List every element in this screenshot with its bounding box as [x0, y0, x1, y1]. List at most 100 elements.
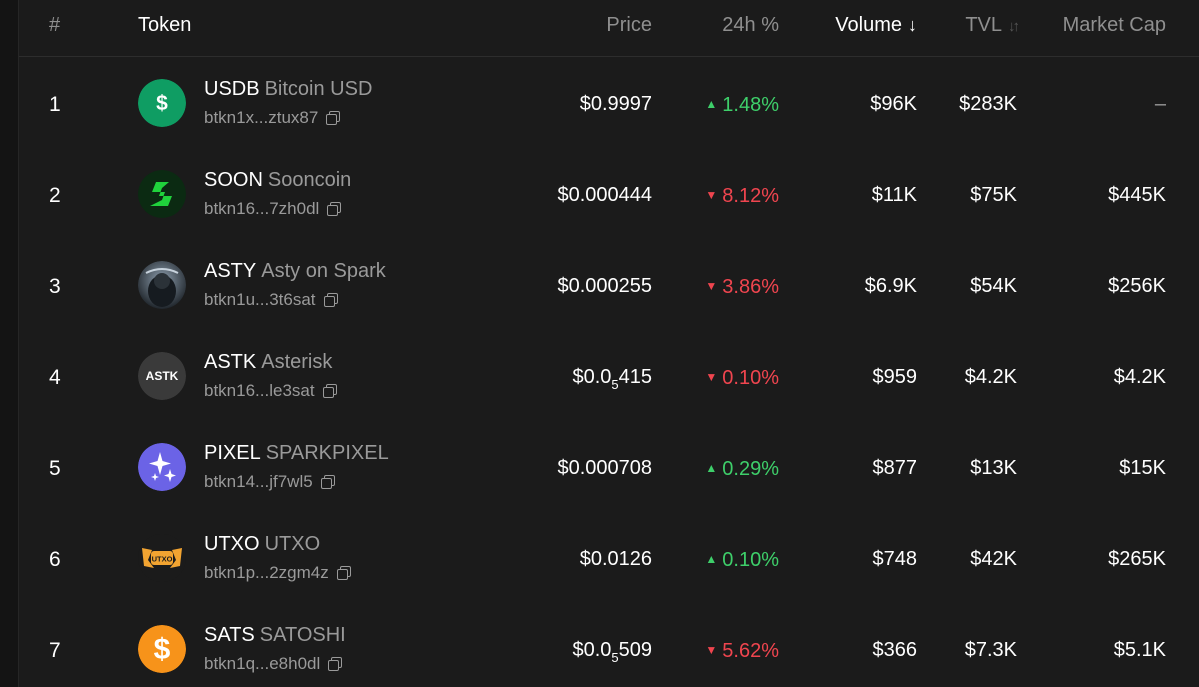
copy-icon[interactable] [322, 384, 337, 398]
token-address-text: btkn1q...e8h0dl [204, 654, 321, 673]
table-row[interactable]: 5 PIXEL SPARKPIXEL btkn14...jf7wl5 $0.000708… [19, 421, 1199, 512]
token-tvl: $283K [959, 93, 1017, 115]
row-rank: 4 [49, 366, 61, 389]
header-tvl[interactable]: TVL ↓↑ [965, 13, 1020, 39]
price-change: ▼ 5.62% [705, 638, 779, 663]
price-main: $0.9997 [579, 93, 652, 115]
table-row[interactable]: 2 SOON Sooncoin btkn16...7zh0dl $0.000444 ▼ 8.… [19, 148, 1199, 239]
price-tail: 509 [618, 639, 652, 661]
price-zero-count: 5 [611, 650, 619, 665]
token-name[interactable]: SOON Sooncoin [204, 168, 351, 192]
token-address: btkn16...le3sat [204, 381, 337, 401]
token-full-name: Asty on Spark [261, 260, 386, 282]
copy-icon[interactable] [336, 566, 351, 580]
row-rank: 3 [49, 275, 61, 298]
triangle-up-icon: ▲ [705, 97, 718, 111]
price-change-value: 0.29% [722, 458, 779, 480]
token-market-cap: $256K [1108, 275, 1166, 297]
token-name[interactable]: PIXEL SPARKPIXEL [204, 441, 389, 465]
price-change-value: 8.12% [722, 185, 779, 207]
token-volume: $959 [872, 366, 918, 388]
copy-icon[interactable] [326, 111, 341, 125]
copy-icon[interactable] [328, 657, 343, 671]
row-rank: 2 [49, 184, 61, 207]
token-price: $0.05509 [572, 638, 652, 665]
token-address: btkn1x...ztux87 [204, 108, 341, 128]
token-symbol: USDB [204, 78, 260, 100]
token-market-cap: $5.1K [1113, 639, 1166, 661]
token-price: $0.000255 [557, 274, 652, 298]
token-volume: $877 [872, 457, 918, 479]
price-main: $0.000444 [557, 184, 652, 206]
header-rank: # [49, 14, 61, 36]
svg-text:$: $ [154, 633, 171, 666]
svg-text:$: $ [156, 92, 168, 115]
token-volume: $96K [870, 93, 917, 115]
token-name[interactable]: SATS SATOSHI [204, 623, 346, 647]
token-address: btkn14...jf7wl5 [204, 472, 335, 492]
token-address-text: btkn16...le3sat [204, 381, 315, 400]
token-name[interactable]: ASTK Asterisk [204, 350, 332, 374]
price-change-value: 5.62% [722, 640, 779, 662]
token-name[interactable]: ASTY Asty on Spark [204, 259, 386, 283]
dollar-green-icon: $ [138, 79, 186, 127]
token-tvl: $4.2K [964, 366, 1017, 388]
triangle-up-icon: ▲ [705, 552, 718, 566]
price-change: ▼ 3.86% [705, 274, 779, 299]
table-row[interactable]: 7 $ SATS SATOSHI btkn1q...e8h0dl $0.05509 ▼ 5.6… [19, 603, 1199, 687]
price-change: ▼ 8.12% [705, 183, 779, 208]
token-full-name: Bitcoin USD [264, 78, 373, 100]
token-address-text: btkn1p...2zgm4z [204, 563, 329, 582]
astk-text-icon: ASTK [138, 352, 186, 400]
price-change-value: 0.10% [722, 549, 779, 571]
token-symbol: SOON [204, 169, 263, 191]
header-tvl-label: TVL [965, 14, 1002, 36]
token-tvl: $54K [970, 275, 1017, 297]
header-token[interactable]: Token [138, 14, 192, 36]
price-change-value: 3.86% [722, 276, 779, 298]
header-change[interactable]: 24h % [722, 14, 779, 36]
token-name[interactable]: USDB Bitcoin USD [204, 77, 372, 101]
row-rank: 5 [49, 457, 61, 480]
table-row[interactable]: 4 ASTK ASTK Asterisk btkn16...le3sat $0.05415… [19, 330, 1199, 421]
price-main: $0.000708 [557, 457, 652, 479]
triangle-down-icon: ▼ [705, 643, 718, 657]
token-market-cap: – [1154, 93, 1166, 115]
svg-text:UTXO: UTXO [152, 555, 173, 564]
token-address-text: btkn1x...ztux87 [204, 108, 319, 127]
price-change: ▲ 1.48% [705, 92, 779, 117]
token-tvl: $42K [970, 548, 1017, 570]
token-market-cap: $445K [1108, 184, 1166, 206]
price-change-value: 1.48% [722, 94, 779, 116]
table-row[interactable]: 6 UTXO UTXO UTXO btkn1p...2zgm4z $0.0126 ▲ 0.10… [19, 512, 1199, 603]
table-row[interactable]: 1 $ USDB Bitcoin USD btkn1x...ztux87 $0.9997 ▲… [19, 57, 1199, 148]
row-rank: 6 [49, 548, 61, 571]
header-price[interactable]: Price [606, 14, 652, 36]
token-address-text: btkn16...7zh0dl [204, 199, 320, 218]
header-volume[interactable]: Volume ↓ [835, 13, 917, 37]
price-change: ▼ 0.10% [705, 365, 779, 390]
token-volume: $748 [872, 548, 918, 570]
copy-icon[interactable] [320, 475, 335, 489]
token-volume: $366 [872, 639, 918, 661]
copy-icon[interactable] [327, 202, 342, 216]
price-change-value: 0.10% [722, 367, 779, 389]
row-rank: 1 [49, 93, 61, 116]
token-name[interactable]: UTXO UTXO [204, 532, 320, 556]
token-full-name: SPARKPIXEL [265, 442, 389, 464]
triangle-down-icon: ▼ [705, 370, 718, 384]
token-tvl: $7.3K [964, 639, 1017, 661]
token-symbol: UTXO [204, 533, 260, 555]
token-tvl: $75K [970, 184, 1017, 206]
header-market-cap[interactable]: Market Cap [1062, 14, 1166, 36]
asty-avatar-icon [138, 261, 186, 309]
table-row[interactable]: 3 ASTY Asty on Spark btkn1u...3t6sat $0.0002… [19, 239, 1199, 330]
price-main: $0.000255 [557, 275, 652, 297]
token-symbol: PIXEL [204, 442, 261, 464]
token-symbol: ASTY [204, 260, 257, 282]
copy-icon[interactable] [323, 293, 338, 307]
price-tail: 415 [618, 366, 652, 388]
row-rank: 7 [49, 639, 61, 662]
header-volume-label: Volume [835, 14, 902, 36]
token-address-text: btkn1u...3t6sat [204, 290, 316, 309]
